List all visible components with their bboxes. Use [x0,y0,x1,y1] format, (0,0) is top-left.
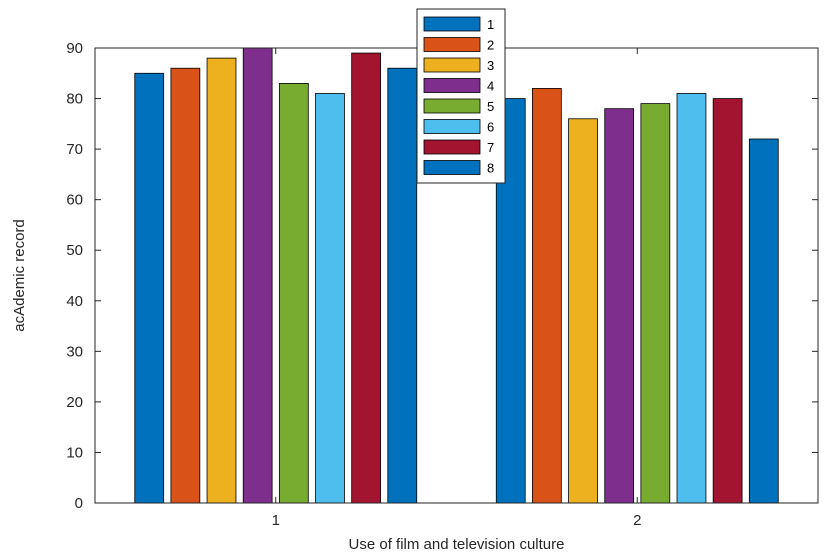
legend-label-3: 3 [487,58,494,73]
y-tick-label: 40 [66,293,83,310]
x-tick-label: 1 [272,512,280,529]
bar-series-5-category-2 [640,103,671,504]
legend-label-1: 1 [487,17,494,32]
y-tick-label: 20 [66,394,83,411]
legend-label-2: 2 [487,38,494,53]
y-tick-label: 60 [66,192,83,209]
bar-series-1-category-1 [134,72,165,504]
x-tick-label: 2 [633,512,641,529]
bar-series-2-category-2 [532,88,562,504]
legend-swatch-3 [423,57,481,73]
bar-series-2-category-1 [170,67,201,504]
legend-box [416,8,506,184]
y-tick-label: 10 [66,444,83,461]
bar-series-4-category-2 [604,108,635,504]
y-axis: 0 10 20 30 40 50 60 70 80 90 [66,40,818,512]
y-tick-label: 70 [66,141,83,158]
bar-series-3-category-1 [206,57,237,504]
x-axis-label: Use of film and television culture [349,536,565,553]
y-axis-label: acAdemic record [11,219,28,332]
y-tick-label: 80 [66,91,83,108]
legend-label-4: 4 [487,79,494,94]
y-tick-label: 0 [75,495,83,512]
bar-series-6-category-1 [315,93,345,504]
bar-series-8-category-2 [748,138,779,504]
legend-swatch-2 [423,37,481,52]
y-tick-label: 30 [66,343,83,360]
legend-label-5: 5 [487,99,494,114]
bar-series-3-category-2 [568,118,598,504]
legend-swatch-6 [423,119,481,134]
y-tick-label: 90 [66,40,83,57]
legend-swatch-1 [423,16,481,32]
bar-series-8-category-1 [387,67,418,504]
legend-swatch-4 [423,78,481,93]
legend-label-8: 8 [487,161,494,176]
bar-series-6-category-2 [676,93,707,504]
bars-layer [134,47,779,504]
bar-series-7-category-1 [351,52,381,504]
legend-label-6: 6 [487,120,494,135]
legend-swatch-7 [423,139,481,155]
y-tick-label: 50 [66,242,83,259]
legend: 1 2 3 4 5 6 7 8 [416,8,506,184]
legend-swatch-5 [423,98,481,114]
bar-series-5-category-1 [278,82,309,504]
bar-series-7-category-2 [712,98,743,504]
legend-label-7: 7 [487,140,494,155]
legend-swatch-8 [423,160,481,175]
bar-series-4-category-1 [242,47,273,504]
